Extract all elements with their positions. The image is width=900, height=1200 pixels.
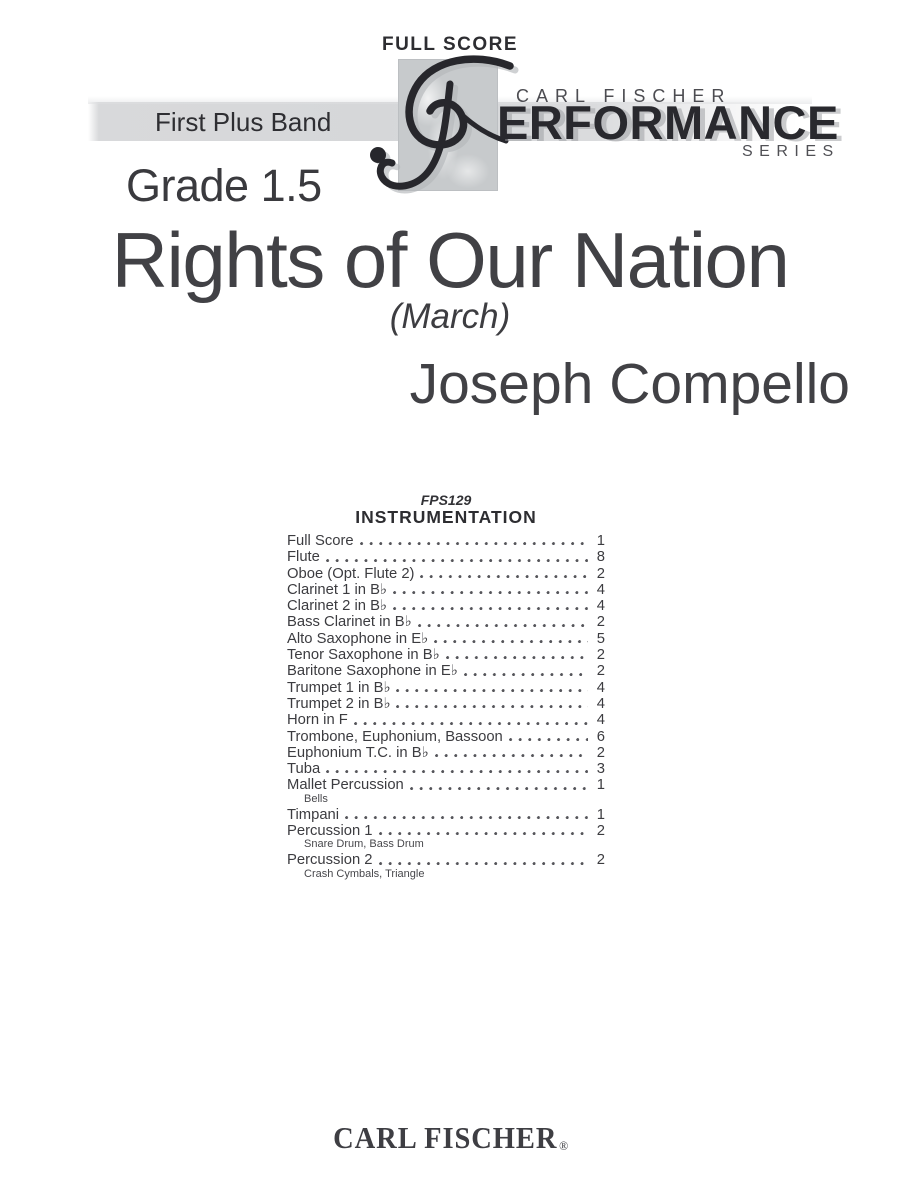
part-count: 2 [596,565,605,582]
part-count: 4 [596,679,605,696]
instrument-label: Mallet Percussion [287,777,404,794]
part-count: 1 [596,777,605,794]
instrument-label: Clarinet 1 in B♭ [287,581,387,598]
part-count: 1 [596,806,605,823]
publisher-logo: CARL FISCHER ® [0,1120,900,1156]
dot-leader [378,861,588,866]
instrumentation-row: Tuba 3 [287,761,605,777]
part-count: 2 [596,744,605,761]
part-count: 2 [596,823,605,840]
instrumentation-section: FPS129 INSTRUMENTATION Full Score 1 Flute 8… [287,493,605,882]
instrument-label: Trombone, Euphonium, Bassoon [287,728,503,745]
instrumentation-row: Clarinet 1 in B♭ 4 [287,582,605,598]
instrumentation-list: Full Score 1 Flute 8 Oboe (Opt. Flute 2) 2 Cla… [287,533,605,880]
instrument-label: Trumpet 2 in B♭ [287,695,391,712]
instrumentation-row: Percussion 1 2 [287,823,605,839]
performance-p-icon [370,55,519,194]
part-count: 3 [596,761,605,778]
instrument-label: Baritone Saxophone in E♭ [287,663,458,680]
instrumentation-row: Tenor Saxophone in B♭ 2 [287,647,605,663]
part-count: 4 [596,581,605,598]
instrument-label: Tenor Saxophone in B♭ [287,647,440,664]
registered-mark: ® [559,1138,569,1153]
part-count: 2 [596,647,605,664]
instrument-label: Euphonium T.C. in B♭ [287,744,429,761]
dot-leader [396,688,588,693]
full-score-label: FULL SCORE [381,34,519,55]
dot-leader [445,656,588,661]
brand-carl-fischer: CARL FISCHER [516,86,732,106]
instrument-label: Oboe (Opt. Flute 2) [287,565,415,582]
instrumentation-row: Trombone, Euphonium, Bassoon 6 [287,729,605,745]
part-count: 2 [596,614,605,631]
dot-leader [463,672,588,677]
instrumentation-row: Bass Clarinet in B♭ 2 [287,614,605,630]
dot-leader [417,623,588,628]
brand-series: SERIES [742,143,840,160]
instrument-subnote: Snare Drum, Bass Drum [304,838,424,851]
instrument-subnote: Crash Cymbals, Triangle [304,867,425,880]
dot-leader [434,640,588,645]
piece-title: Rights of Our Nation [111,216,790,304]
instrumentation-row: Horn in F 4 [287,712,605,728]
dot-leader [434,754,588,759]
part-count: 4 [596,712,605,729]
publisher-name: CARL FISCHER [333,1120,558,1155]
instrumentation-row: Baritone Saxophone in E♭ 2 [287,663,605,679]
dot-leader [420,574,588,579]
dot-leader [325,558,588,563]
dot-leader [396,705,588,710]
instrument-label: Tuba [287,761,321,778]
instrumentation-row: Oboe (Opt. Flute 2) 2 [287,566,605,582]
part-count: 6 [596,728,605,745]
instrumentation-row: Mallet Percussion 1 [287,777,605,793]
instrument-label: Percussion 2 [287,852,373,869]
instrument-label: Clarinet 2 in B♭ [287,598,387,615]
dot-leader [392,607,588,612]
piece-subtitle: (March) [389,297,511,336]
dot-leader [378,832,588,837]
part-count: 8 [596,549,605,566]
catalog-number: FPS129 [420,492,472,508]
instrumentation-row: Flute 8 [287,549,605,565]
instrumentation-row: Clarinet 2 in B♭ 4 [287,598,605,614]
instrumentation-row: Trumpet 2 in B♭ 4 [287,696,605,712]
instrument-subnote: Bells [304,792,328,805]
dot-leader [508,737,588,742]
instrumentation-row: Euphonium T.C. in B♭ 2 [287,745,605,761]
dot-leader [353,721,588,726]
dot-leader [345,816,588,821]
instrumentation-row: Full Score 1 [287,533,605,549]
part-count: 2 [596,663,605,680]
instrument-label: Trumpet 1 in B♭ [287,679,391,696]
part-count: 4 [596,598,605,615]
composer-name: Joseph Compello [409,352,850,416]
instrument-label: Bass Clarinet in B♭ [287,614,412,631]
instrument-label: Alto Saxophone in E♭ [287,630,429,647]
dot-leader [392,591,588,596]
brand-performance: ERFORMANCE [497,96,839,149]
instrument-label: Horn in F [287,712,348,729]
series-band-name: First Plus Band [155,107,332,137]
part-count: 4 [596,695,605,712]
dot-leader [359,542,588,547]
instrumentation-row: Percussion 2 2 [287,852,605,868]
instrumentation-row: Timpani 1 [287,807,605,823]
instrument-label: Full Score [287,533,354,549]
instrumentation-row: Alto Saxophone in E♭ 5 [287,631,605,647]
dot-leader [409,786,588,791]
part-count: 2 [596,852,605,869]
dot-leader [326,770,588,775]
instrument-label: Timpani [287,806,340,823]
part-count: 5 [596,630,605,647]
instrument-label: Percussion 1 [287,823,373,840]
instrumentation-row: Trumpet 1 in B♭ 4 [287,680,605,696]
part-count: 1 [596,533,605,549]
instrument-label: Flute [287,549,320,566]
grade-label: Grade 1.5 [126,160,322,211]
instrumentation-heading: INSTRUMENTATION [355,507,537,527]
